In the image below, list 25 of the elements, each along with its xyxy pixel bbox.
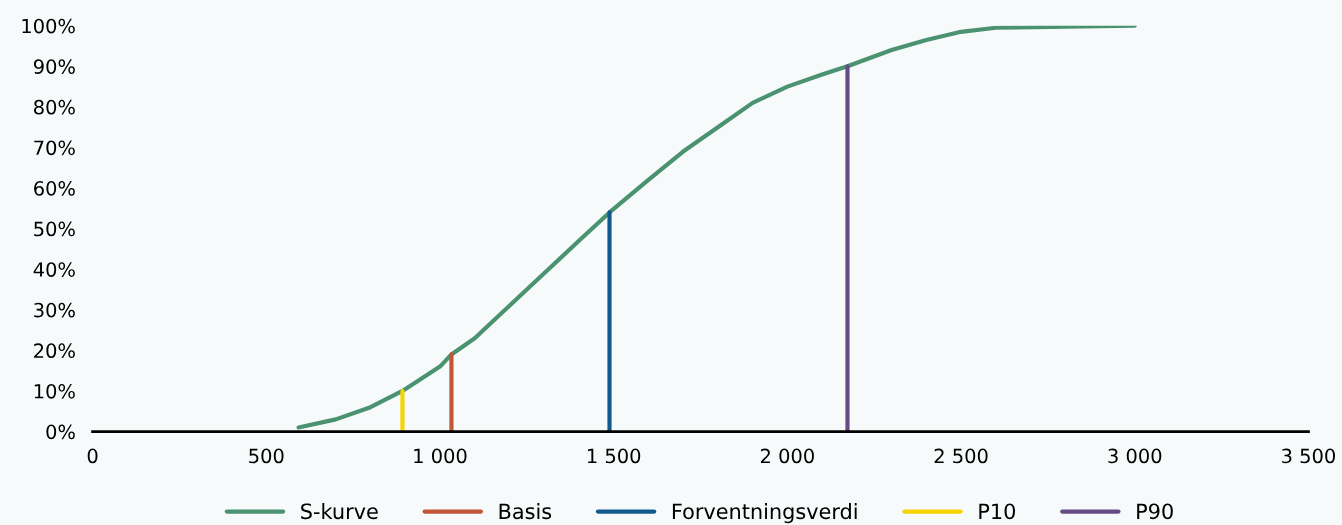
y-tick-label: 50% (34, 221, 75, 237)
x-tick-label: 3 000 (1108, 448, 1162, 464)
x-tick-label: 500 (249, 448, 284, 464)
legend-label: Basis (499, 503, 552, 520)
y-tick-label: 80% (34, 99, 75, 115)
y-tick-label: 40% (33, 262, 75, 277)
legend-label: P90 (1137, 503, 1173, 520)
y-tick-label: 70% (34, 140, 75, 156)
legend-label: P10 (979, 503, 1016, 520)
x-tick-label: 1 000 (414, 448, 467, 464)
x-tick-label: 2 500 (934, 448, 988, 464)
y-tick-label: 0% (46, 424, 75, 440)
y-tick-label: 20% (34, 343, 75, 359)
line-series (296, 25, 1137, 430)
legend-label: Forventningsverdi (672, 503, 857, 524)
x-tick-label: 3 500 (1282, 448, 1335, 464)
x-tick-label: 0 (87, 448, 98, 464)
x-tick-label: 2 000 (760, 448, 814, 464)
y-tick-label: 100% (22, 18, 75, 34)
x-tick-label: 1 500 (587, 448, 641, 464)
y-tick-label: 60% (34, 181, 75, 196)
y-tick-label: 90% (33, 59, 75, 74)
y-tick-label: 30% (34, 302, 75, 318)
y-tick-label: 10% (34, 383, 75, 399)
legend-label: S-kurve (301, 503, 378, 520)
